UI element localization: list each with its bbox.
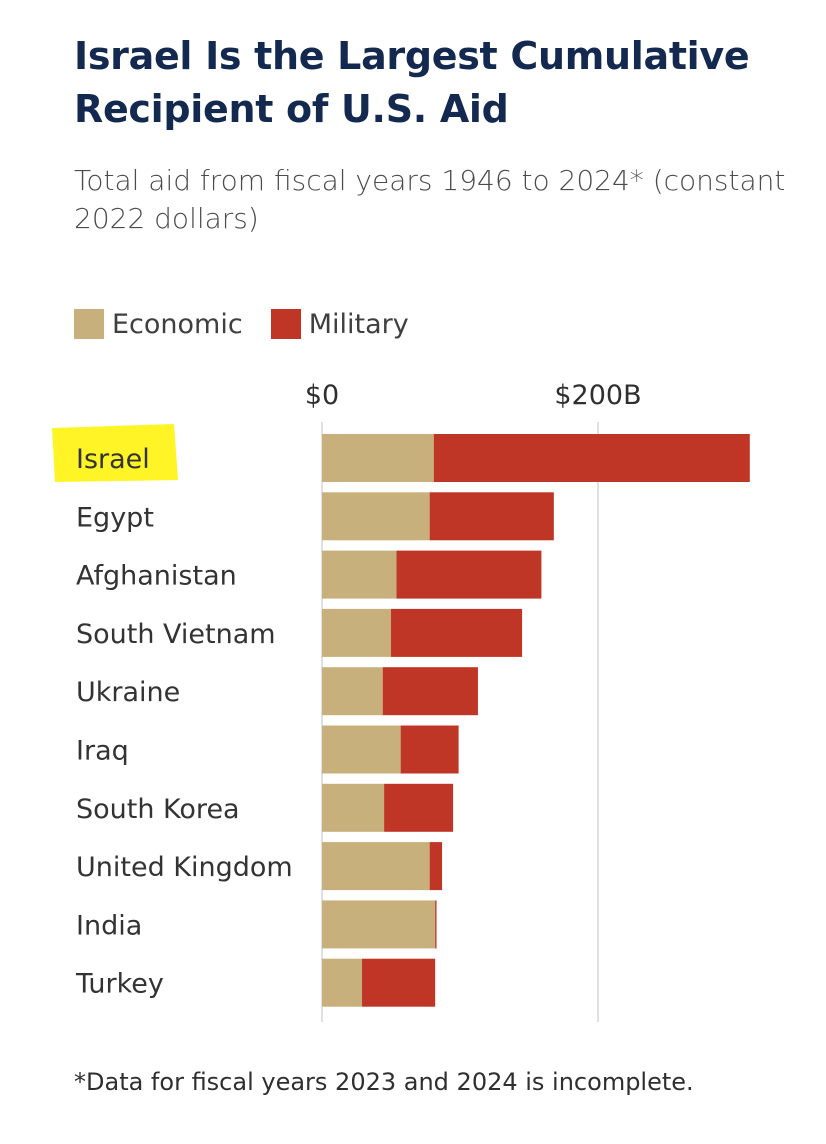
legend-label-military: Military	[308, 308, 409, 340]
bar-military-india	[435, 900, 437, 949]
category-label-egypt: Egypt	[76, 502, 154, 533]
x-tick-label-0: $0	[305, 380, 339, 411]
bar-economic-united-kingdom	[322, 842, 430, 891]
bar-military-united-kingdom	[429, 842, 443, 891]
category-label-south-vietnam: South Vietnam	[76, 619, 276, 650]
bar-military-ukraine	[382, 667, 478, 716]
bar-military-afghanistan	[396, 550, 542, 599]
category-label-ukraine: Ukraine	[76, 677, 180, 708]
bar-economic-india	[322, 900, 436, 949]
bar-military-south-vietnam	[391, 608, 523, 657]
legend-swatch-economic	[74, 309, 104, 339]
bar-economic-israel	[322, 434, 434, 482]
legend-item-economic: Economic	[74, 309, 243, 340]
bar-economic-turkey	[322, 958, 363, 1007]
chart-subtitle: Total aid from fiscal years 1946 to 2024…	[74, 164, 786, 235]
bar-military-israel	[433, 434, 750, 482]
bar-economic-egypt	[322, 492, 430, 541]
bar-military-turkey	[362, 958, 436, 1007]
legend: Economic Military	[74, 304, 437, 344]
legend-item-military: Military	[270, 308, 409, 340]
bar-military-south-korea	[384, 783, 454, 832]
category-label-afghanistan: Afghanistan	[76, 561, 237, 592]
bar-military-egypt	[429, 492, 554, 541]
category-label-iraq: Iraq	[76, 736, 129, 767]
category-label-israel: Israel	[76, 444, 150, 475]
category-label-united-kingdom: United Kingdom	[76, 852, 293, 883]
highlight-marker	[52, 424, 178, 482]
chart-title: Israel Is the Largest Cumulative Recipie…	[74, 34, 750, 131]
bar-economic-south-vietnam	[322, 608, 391, 657]
bar-economic-iraq	[322, 725, 401, 774]
bar-economic-south-korea	[322, 783, 385, 832]
bar-economic-ukraine	[322, 667, 383, 716]
footnote: *Data for fiscal years 2023 and 2024 is …	[74, 1068, 694, 1096]
legend-label-economic: Economic	[112, 308, 243, 340]
legend-swatch-military	[270, 309, 301, 339]
category-label-south-korea: South Korea	[76, 794, 240, 825]
bar-economic-afghanistan	[322, 550, 397, 599]
category-label-turkey: Turkey	[75, 969, 164, 1000]
bar-military-iraq	[400, 725, 459, 774]
category-label-india: India	[76, 910, 142, 941]
x-tick-label-1: $200B	[554, 380, 641, 411]
